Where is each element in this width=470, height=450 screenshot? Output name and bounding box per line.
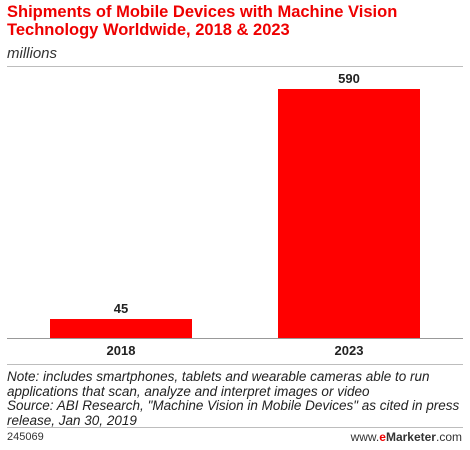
bar-chart: 45 2018 590 2023 [7,71,463,358]
brand-name: Marketer [385,430,436,444]
chart-subtitle: millions [7,45,58,62]
brand-prefix: www. [350,430,380,444]
note-text: Note: includes smartphones, tablets and … [7,369,430,399]
notes-divider [7,364,463,365]
data-label-2018: 45 [114,301,128,316]
emarketer-logo: www.eMarketer.com [351,430,462,444]
chart-notes: Note: includes smartphones, tablets and … [7,369,462,428]
source-text: Source: ABI Research, "Machine Vision in… [7,398,460,428]
chart-title: Shipments of Mobile Devices with Machine… [7,3,398,39]
bar-2023 [278,89,420,338]
brand-accent: e [379,430,386,444]
x-tick-label-2023: 2023 [335,343,364,358]
chart-id: 245069 [7,431,44,443]
x-tick-label-2018: 2018 [107,343,136,358]
top-divider [7,66,463,67]
data-label-2023: 590 [338,71,360,86]
footer-divider [7,427,463,428]
bar-2018 [50,319,192,338]
brand-suffix: .com [435,430,462,444]
